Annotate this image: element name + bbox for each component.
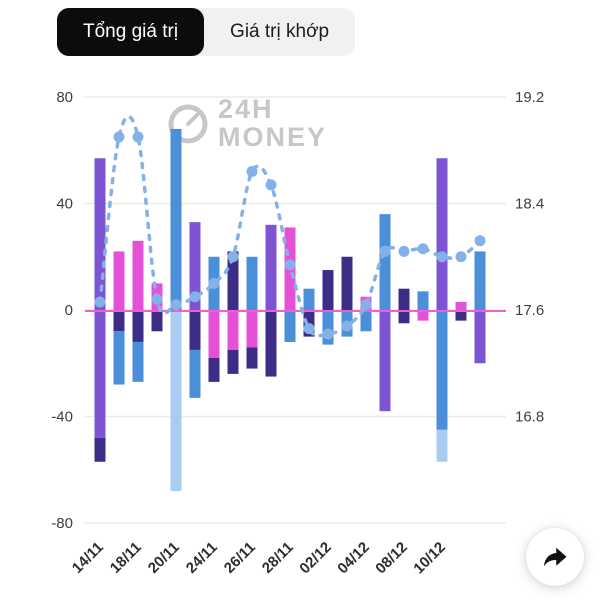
bar-segment [132,341,144,382]
x-axis-labels: 14/11 18/11 20/11 24/11 26/11 28/11 02/12 04/12… [69,539,449,578]
bar-segment [208,357,220,382]
bar-segment [170,310,182,492]
bar-segment [303,288,315,310]
bar-segment [436,310,448,430]
bar-segment [132,310,144,342]
price-line-markers [94,131,486,340]
bar-segment [94,437,106,462]
bar-segment [417,310,429,321]
bar-segment [189,222,201,310]
x-axis-tick: 02/12 [296,539,335,578]
tab-gia-tri-khop[interactable]: Giá trị khớp [204,8,355,56]
bar-segment [322,310,334,345]
left-axis-tick: 80 [56,89,73,106]
bar-segment [227,349,239,374]
price-line-marker [322,328,334,340]
bar-segment [113,251,125,310]
bar-segment [360,310,372,332]
left-axis-labels: 80 40 0 -40 -80 [51,89,73,532]
x-axis-tick: 08/12 [372,539,411,578]
right-axis-tick: 18.4 [515,196,544,213]
x-axis-tick: 28/11 [259,539,297,577]
x-axis-tick: 24/11 [183,539,221,577]
price-line-marker [398,245,410,257]
tab-bar: Tổng giá trị Giá trị khớp [57,8,356,56]
right-axis-labels: 19.2 18.4 17.6 16.8 [515,89,544,426]
price-line-marker [113,131,125,143]
price-line-marker [227,251,239,263]
bar-segment [474,251,486,310]
bar-segment [455,302,467,310]
price-line-marker [132,131,144,143]
x-axis-tick: 20/11 [145,539,183,577]
x-axis-tick: 18/11 [107,539,145,577]
price-line-marker [436,251,448,263]
price-line-marker [284,259,296,271]
bar-segment [189,310,201,350]
right-axis-tick: 16.8 [515,409,544,426]
bar-segment [113,310,125,332]
x-axis-tick: 26/11 [221,539,259,577]
left-axis-tick: 0 [65,302,73,319]
bar-segment [341,256,353,310]
bar-segment [474,310,486,364]
price-line-marker [455,251,467,263]
bar-segment [132,240,144,310]
price-line-marker [360,299,372,311]
tab-tong-gia-tri[interactable]: Tổng giá trị [57,8,205,56]
price-line-marker [303,323,315,335]
price-line-marker [246,166,258,178]
bar-segment [189,349,201,398]
price-line [98,114,482,338]
share-button[interactable] [526,528,584,586]
bar-segment [436,158,448,310]
bar-segment [284,310,296,342]
bar-segment [113,331,125,385]
chart-container[interactable]: 24H MONEY 80 40 0 -40 -80 19.2 18.4 17.6 16.8 14/… [0,56,600,600]
bar-segment [455,310,467,321]
bar-segment [246,347,258,369]
price-line-marker [94,296,106,308]
bar-segment [379,310,391,412]
price-line-marker [341,320,353,332]
bar-segment [208,310,220,358]
bar-segment [265,224,277,310]
left-axis-tick: -80 [51,515,73,532]
right-axis-tick: 17.6 [515,302,544,319]
x-axis-tick: 14/11 [69,539,107,577]
bar-segment [322,270,334,310]
bar-segment [94,158,106,310]
bar-segment [398,288,410,310]
bar-segment [436,429,448,462]
left-axis-tick: 40 [56,196,73,213]
price-line-marker [379,245,391,257]
price-line-marker [189,291,201,303]
bar-segment [151,310,163,332]
share-arrow-icon [544,547,567,567]
bar-segment [417,291,429,310]
price-line-marker [208,277,220,289]
bars-group [94,128,486,492]
bar-segment [170,128,182,310]
bar-segment [227,310,239,350]
bar-segment [379,214,391,310]
combo-chart-svg: 80 40 0 -40 -80 19.2 18.4 17.6 16.8 14/11 18/11 20/… [51,89,544,578]
price-line-marker [170,299,182,311]
price-line-marker [474,235,486,247]
left-axis-tick: -40 [51,409,73,426]
x-axis-tick: 04/12 [334,539,373,578]
bar-segment [265,310,277,377]
bar-segment [246,310,258,348]
bar-segment [94,310,106,438]
x-axis-tick: 10/12 [410,539,449,578]
price-line-marker [265,179,277,191]
bar-segment [398,310,410,324]
bar-segment [227,251,239,310]
price-line-marker [151,293,163,305]
right-axis-tick: 19.2 [515,89,544,106]
bar-segment [246,256,258,310]
price-line-marker [417,243,429,255]
